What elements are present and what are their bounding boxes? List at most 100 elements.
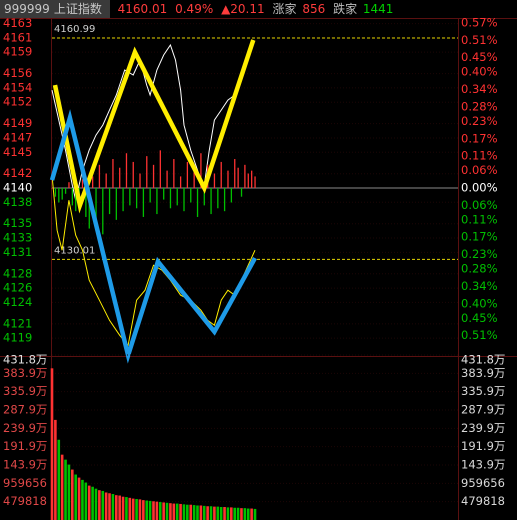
y-tick-label: 4152 <box>3 95 32 109</box>
price: 4160.01 <box>117 2 168 16</box>
volume-bar <box>84 482 88 520</box>
volume-bar <box>175 503 179 520</box>
volume-bar <box>236 507 240 520</box>
volume-bar <box>138 499 142 520</box>
breadth-bar <box>98 164 101 188</box>
volume-tick-label-right: 143.9万 <box>461 458 505 472</box>
breadth-bar <box>105 173 107 188</box>
volume-bar <box>121 496 125 520</box>
header: 999999 上证指数 4160.01 0.49% ▲20.11 涨家 856 跌… <box>0 0 517 18</box>
breadth-bar <box>58 188 60 203</box>
volume-bar <box>206 506 209 520</box>
breadth-bar <box>240 188 243 197</box>
breadth-bar <box>146 156 148 188</box>
y2-tick-label: 0.45% <box>461 311 498 325</box>
y-tick-label: 4140 <box>3 181 32 195</box>
volume-bar <box>230 507 233 520</box>
volume-bar <box>182 504 186 520</box>
volume-bar <box>216 506 220 520</box>
breadth-bar <box>163 188 165 200</box>
breadth-bar <box>203 188 205 206</box>
volume-tick-label-right: 239.9万 <box>461 421 505 435</box>
volume-bar <box>186 504 189 520</box>
volume-bar <box>189 504 193 520</box>
breadth-bar <box>186 161 189 188</box>
volume-tick-label: 479818 <box>3 494 47 508</box>
volume-bar <box>125 497 128 520</box>
y-tick-label: 4138 <box>3 195 32 209</box>
breadth-bar <box>81 179 84 188</box>
breadth-bar <box>234 159 236 188</box>
y-tick-label: 4163 <box>3 16 32 30</box>
volume-bar <box>67 464 71 520</box>
volume-bar <box>162 502 165 520</box>
y-tick-label: 4156 <box>3 66 32 80</box>
breadth-bar <box>92 176 94 188</box>
y2-tick-label: 0.28% <box>461 99 498 113</box>
breadth-bar <box>217 188 219 209</box>
breadth-bar <box>61 188 63 200</box>
y2-tick-label: 0.57% <box>461 15 498 29</box>
volume-bar <box>158 502 162 520</box>
breadth-bar <box>119 167 121 188</box>
breadth-bar <box>51 188 53 189</box>
breadth-bar <box>95 188 97 223</box>
breadth-bar <box>237 167 239 188</box>
volume-bar <box>233 507 236 520</box>
y2-tick-label: 0.11% <box>461 149 498 163</box>
volume-bar <box>57 439 61 520</box>
volume-bar <box>155 501 159 520</box>
breadth-bar <box>135 188 138 209</box>
y-tick-label: 4161 <box>3 30 32 44</box>
y-tick-label: 4145 <box>3 145 32 159</box>
breadth-bar <box>102 188 104 235</box>
volume-bar <box>81 479 84 520</box>
y-tick-label: 4147 <box>3 130 32 144</box>
volume-bar <box>152 501 155 520</box>
breadth-bar <box>85 188 87 217</box>
volume-bar <box>114 495 118 520</box>
breadth-bar <box>68 182 70 188</box>
breadth-bar <box>142 188 145 217</box>
up-label: 涨家 <box>272 2 297 16</box>
volume-bar <box>135 498 138 520</box>
breadth-bar <box>75 188 77 212</box>
volume-tick-label: 287.9万 <box>3 403 47 417</box>
volume-tick-label: 383.9万 <box>3 366 47 380</box>
volume-bar <box>50 368 54 520</box>
volume-bar <box>179 503 182 520</box>
volume-tick-label: 143.9万 <box>3 458 47 472</box>
volume-bar <box>108 493 111 520</box>
volume-bar <box>219 507 223 520</box>
up-count: 856 <box>302 2 326 16</box>
volume-bar <box>196 505 199 520</box>
y2-tick-label: 0.06% <box>461 163 498 177</box>
breadth-bar <box>230 188 233 203</box>
breadth-bar <box>173 159 175 188</box>
y-tick-label: 4128 <box>3 266 32 280</box>
reference-label: 4130.01 <box>54 245 95 256</box>
y-tick-label: 4121 <box>3 316 32 330</box>
breadth-bar <box>112 159 114 188</box>
volume-tick-label-right: 191.9万 <box>461 439 505 453</box>
volume-bar <box>240 508 243 520</box>
volume-bar <box>192 505 196 520</box>
down-count: 1441 <box>362 2 394 16</box>
breadth-bar <box>223 188 226 212</box>
breadth-bar <box>213 173 216 188</box>
reference-label: 4160.99 <box>54 24 95 35</box>
breadth-bar <box>88 188 90 229</box>
breadth-bar <box>122 188 124 212</box>
volume-bar <box>209 506 213 520</box>
breadth-bar <box>196 188 199 217</box>
volume-bar <box>64 459 67 520</box>
y2-tick-label: 0.28% <box>461 262 498 276</box>
price-line <box>51 175 256 347</box>
volume-bar <box>223 507 226 520</box>
y2-tick-label: 0.23% <box>461 114 498 128</box>
breadth-bar <box>200 153 202 188</box>
volume-tick-label: 335.9万 <box>3 384 47 398</box>
y2-tick-label: 0.17% <box>461 230 498 244</box>
breadth-bar <box>115 188 117 220</box>
